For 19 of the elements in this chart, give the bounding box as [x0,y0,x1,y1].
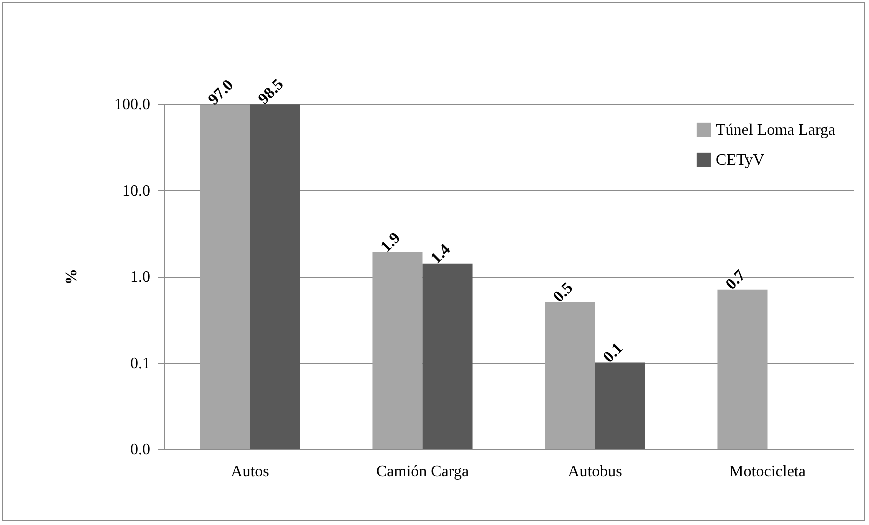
x-tick-label: Autobus [568,464,622,480]
legend-label: CETyV [716,152,766,169]
y-tick-label: 0.0 [130,442,150,458]
legend-label: Túnel Loma Larga [716,122,836,139]
y-tick-label: 10.0 [122,182,150,200]
data-label: 1.4 [428,241,454,268]
x-tick-label: Camión Carga [376,464,470,480]
x-tick-label: Motocicleta [730,464,806,480]
data-label: 1.9 [378,230,404,256]
data-label: 97.0 [205,76,238,109]
data-label: 0.5 [550,280,577,306]
x-tick-label: Autos [231,464,270,480]
data-label: 0.1 [600,340,627,366]
y-tick-label: 0.1 [130,355,150,372]
y-axis-title: % [64,269,80,285]
data-label: 0.7 [722,267,750,294]
y-tick-label: 1.0 [130,269,150,286]
data-label: 98.5 [255,76,288,108]
y-tick-label: 100.0 [114,96,150,114]
